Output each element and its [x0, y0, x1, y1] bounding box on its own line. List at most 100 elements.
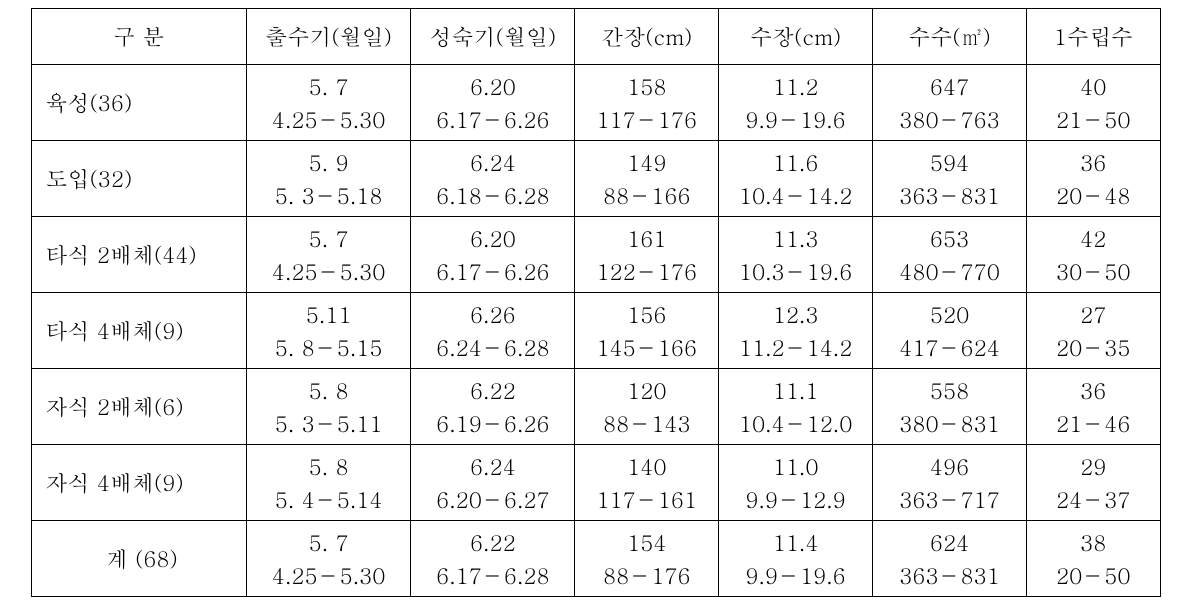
- value-range: 4.25－5.30: [272, 255, 385, 288]
- value-cell: 2924－37: [1027, 445, 1160, 521]
- value-cell: 6.266.24－6.28: [411, 293, 575, 369]
- value-range: 4.25－5.30: [272, 103, 385, 136]
- value-mean: 27: [1080, 298, 1106, 331]
- value-cell: 5. 85. 4－5.14: [247, 445, 411, 521]
- value-range: 380－763: [899, 103, 1000, 136]
- value-mean: 154: [627, 526, 666, 559]
- value-mean: 36: [1080, 374, 1106, 407]
- value-mean: 6.22: [470, 526, 516, 559]
- value-cell: 161122－176: [575, 217, 719, 293]
- value-mean: 29: [1080, 450, 1106, 483]
- value-cell: 5. 74.25－5.30: [247, 521, 411, 597]
- value-mean: 5. 7: [309, 70, 349, 103]
- value-range: 5. 4－5.14: [275, 483, 383, 516]
- value-cell: 4230－50: [1027, 217, 1160, 293]
- table-row: 육성(36)5. 74.25－5.306.206.17－6.26158117－1…: [31, 65, 1160, 141]
- header-col-4: 수장(cm): [719, 9, 873, 65]
- value-range: 10.4－12.0: [739, 407, 852, 440]
- value-cell: 11.610.4－14.2: [719, 141, 873, 217]
- category-cell: 타식 2배체(44): [31, 217, 247, 293]
- value-range: 363－831: [899, 559, 1000, 592]
- data-table: 구 분 출수기(월일) 성숙기(월일) 간장(cm) 수장(cm) 수수(㎡) …: [31, 8, 1161, 597]
- value-mean: 647: [930, 70, 969, 103]
- table-row: 타식 4배체(9)5.115. 8－5.156.266.24－6.2815614…: [31, 293, 1160, 369]
- value-mean: 6.22: [470, 374, 516, 407]
- value-cell: 3620－48: [1027, 141, 1160, 217]
- value-mean: 594: [930, 146, 969, 179]
- value-cell: 624363－831: [873, 521, 1027, 597]
- value-mean: 653: [930, 222, 969, 255]
- value-cell: 6.206.17－6.26: [411, 65, 575, 141]
- value-range: 88－143: [603, 407, 691, 440]
- value-mean: 38: [1080, 526, 1106, 559]
- value-mean: 11.0: [773, 450, 819, 483]
- value-mean: 36: [1080, 146, 1106, 179]
- value-range: 9.9－12.9: [745, 483, 845, 516]
- value-cell: 4021－50: [1027, 65, 1160, 141]
- value-range: 5. 3－5.18: [275, 179, 383, 212]
- value-cell: 3820－50: [1027, 521, 1160, 597]
- value-mean: 11.6: [773, 146, 819, 179]
- value-cell: 140117－161: [575, 445, 719, 521]
- value-mean: 140: [627, 450, 666, 483]
- value-cell: 14988－166: [575, 141, 719, 217]
- value-cell: 6.246.18－6.28: [411, 141, 575, 217]
- value-range: 6.17－6.28: [436, 559, 549, 592]
- value-range: 9.9－19.6: [745, 103, 845, 136]
- value-cell: 11.310.3－19.6: [719, 217, 873, 293]
- value-cell: 11.09.9－12.9: [719, 445, 873, 521]
- value-mean: 40: [1080, 70, 1106, 103]
- category-cell: 타식 4배체(9): [31, 293, 247, 369]
- value-range: 122－176: [596, 255, 697, 288]
- value-mean: 149: [627, 146, 666, 179]
- table-row: 자식 4배체(9)5. 85. 4－5.146.246.20－6.2714011…: [31, 445, 1160, 521]
- value-cell: 5. 74.25－5.30: [247, 65, 411, 141]
- value-mean: 5. 7: [309, 526, 349, 559]
- table-row: 계 (68)5. 74.25－5.306.226.17－6.2815488－17…: [31, 521, 1160, 597]
- category-cell: 자식 4배체(9): [31, 445, 247, 521]
- value-mean: 624: [930, 526, 969, 559]
- value-cell: 5. 95. 3－5.18: [247, 141, 411, 217]
- value-range: 30－50: [1056, 255, 1130, 288]
- value-range: 6.19－6.26: [436, 407, 549, 440]
- value-cell: 11.29.9－19.6: [719, 65, 873, 141]
- value-range: 363－831: [899, 179, 1000, 212]
- value-cell: 11.110.4－12.0: [719, 369, 873, 445]
- value-range: 20－50: [1056, 559, 1130, 592]
- value-cell: 6.246.20－6.27: [411, 445, 575, 521]
- value-cell: 594363－831: [873, 141, 1027, 217]
- value-range: 6.17－6.26: [436, 255, 549, 288]
- value-range: 380－831: [899, 407, 1000, 440]
- value-cell: 156145－166: [575, 293, 719, 369]
- table-body: 육성(36)5. 74.25－5.306.206.17－6.26158117－1…: [31, 65, 1160, 597]
- value-mean: 5. 9: [309, 146, 349, 179]
- header-category: 구 분: [31, 9, 247, 65]
- value-mean: 6.24: [470, 450, 516, 483]
- value-range: 145－166: [596, 331, 697, 364]
- value-mean: 5. 7: [309, 222, 349, 255]
- value-mean: 496: [930, 450, 969, 483]
- value-cell: 558380－831: [873, 369, 1027, 445]
- category-cell: 자식 2배체(6): [31, 369, 247, 445]
- value-mean: 120: [627, 374, 666, 407]
- table-row: 도입(32)5. 95. 3－5.186.246.18－6.2814988－16…: [31, 141, 1160, 217]
- value-mean: 5.11: [306, 298, 352, 331]
- value-range: 6.17－6.26: [436, 103, 549, 136]
- header-col-3: 간장(cm): [575, 9, 719, 65]
- value-mean: 520: [930, 298, 969, 331]
- value-cell: 5. 85. 3－5.11: [247, 369, 411, 445]
- value-cell: 15488－176: [575, 521, 719, 597]
- header-col-1: 출수기(월일): [247, 9, 411, 65]
- value-range: 363－717: [899, 483, 1000, 516]
- value-cell: 3621－46: [1027, 369, 1160, 445]
- value-cell: 496363－717: [873, 445, 1027, 521]
- header-col-5: 수수(㎡): [873, 9, 1027, 65]
- value-mean: 11.1: [773, 374, 819, 407]
- value-cell: 6.226.19－6.26: [411, 369, 575, 445]
- value-cell: 2720－35: [1027, 293, 1160, 369]
- value-range: 6.20－6.27: [436, 483, 549, 516]
- value-range: 117－176: [596, 103, 697, 136]
- value-mean: 6.20: [470, 70, 516, 103]
- value-mean: 11.4: [773, 526, 819, 559]
- value-range: 417－624: [899, 331, 1000, 364]
